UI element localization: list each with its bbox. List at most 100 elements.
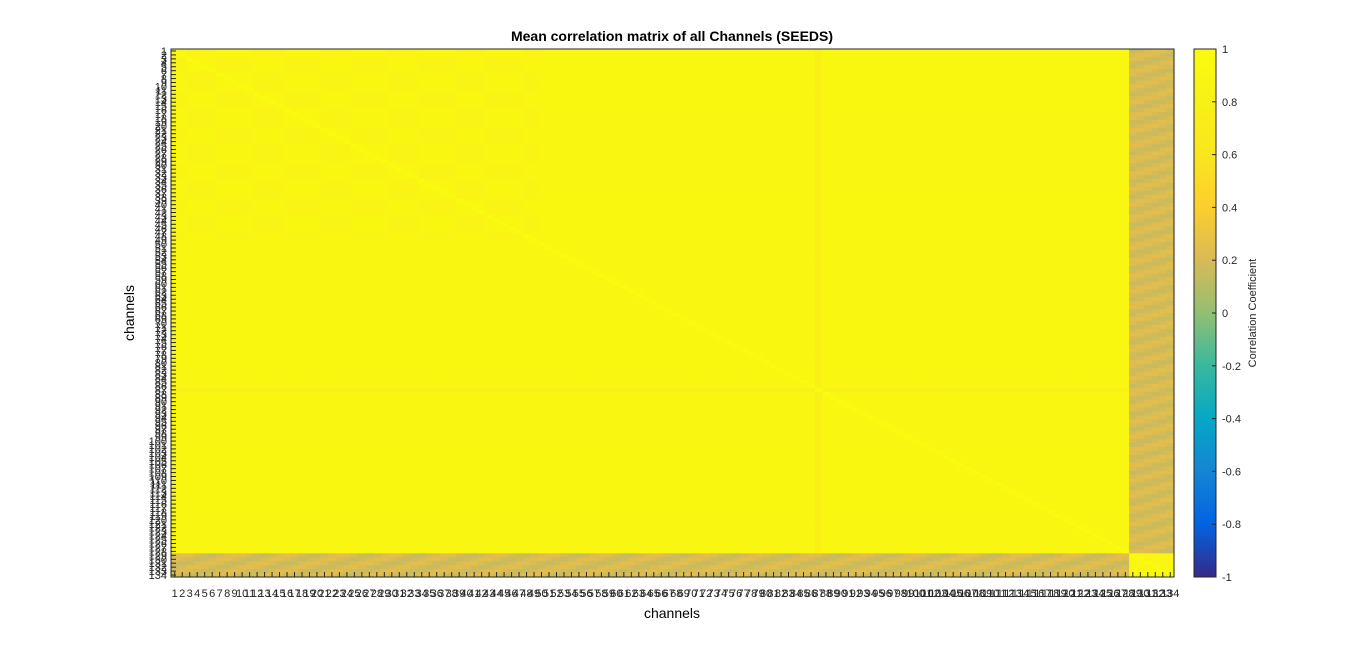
heatmap-cell [208,60,217,66]
heatmap-cell [238,190,247,196]
heatmap-cell [829,123,838,129]
heatmap-cell [335,108,344,113]
heatmap-cell [395,179,404,184]
heatmap-cell [1114,190,1123,196]
heatmap-cell [537,100,546,105]
heatmap-cell [335,104,344,109]
heatmap-cell [687,123,696,129]
heatmap-cell [230,88,239,93]
heatmap-cell [829,127,838,133]
heatmap-cell [230,167,239,172]
heatmap-cell [844,60,853,66]
heatmap-cell [605,179,614,184]
heatmap-cell [949,147,958,153]
heatmap-cell [462,119,472,125]
heatmap-cell [642,143,651,149]
heatmap-cell [515,190,524,196]
heatmap-cell [283,80,292,86]
heatmap-cell [1024,68,1033,74]
heatmap-cell [1084,96,1093,101]
heatmap-cell [1084,88,1093,93]
heatmap-cell [1099,175,1108,180]
heatmap-cell [717,131,726,137]
heatmap-cell [904,151,913,156]
heatmap-cell [275,171,284,176]
heatmap-cell [1009,76,1018,82]
heatmap-cell [193,194,202,200]
heatmap-cell [739,123,748,129]
heatmap-cell [313,80,322,86]
heatmap-cell [1151,167,1160,172]
heatmap-cell [492,167,501,172]
heatmap-cell [462,179,472,184]
heatmap-cell [388,159,397,164]
heatmap-cell [739,190,748,196]
heatmap-cell [1129,139,1138,145]
heatmap-cell [1166,64,1175,70]
heatmap-cell [492,96,501,101]
heatmap-cell [889,155,898,160]
heatmap-cell [230,123,239,129]
heatmap-cell [447,135,457,141]
heatmap-cell [395,49,404,54]
heatmap-cell [1136,76,1145,82]
heatmap-cell [200,159,210,164]
heatmap-cell [320,72,329,78]
heatmap-cell [747,123,756,129]
heatmap-cell [934,119,943,125]
heatmap-cell [350,131,359,137]
heatmap-cell [665,163,674,168]
heatmap-cell [178,64,187,70]
heatmap-cell [1166,171,1175,176]
heatmap-cell [1159,119,1168,125]
heatmap-cell [193,123,202,129]
heatmap-cell [844,190,853,196]
heatmap-cell [335,84,344,89]
heatmap-cell [380,131,389,137]
heatmap-cell [904,112,913,117]
heatmap-cell [949,167,958,172]
heatmap-cell [620,119,629,125]
heatmap-cell [672,119,681,125]
heatmap-cell [1039,182,1048,188]
heatmap-cell [934,139,943,145]
heatmap-cell [530,123,539,129]
heatmap-cell [971,100,980,105]
heatmap-cell [582,92,591,97]
heatmap-cell [912,100,921,105]
heatmap-cell [1061,186,1070,192]
heatmap-cell [245,96,254,101]
heatmap-cell [1031,175,1040,180]
heatmap-cell [290,175,299,180]
heatmap-cell [867,80,876,86]
heatmap-cell [253,104,262,109]
heatmap-cell [904,155,913,160]
heatmap-cell [582,123,591,129]
heatmap-cell [807,60,816,66]
heatmap-cell [799,143,808,149]
heatmap-cell [305,182,314,188]
heatmap-cell [245,167,254,172]
heatmap-cell [822,163,831,168]
heatmap-cell [552,92,561,97]
heatmap-cell [388,155,397,160]
heatmap-cell [635,163,644,168]
heatmap-cell [1009,100,1018,105]
heatmap-cell [1061,108,1070,113]
heatmap-cell [665,123,674,129]
heatmap-cell [425,80,434,86]
heatmap-cell [1009,96,1018,101]
heatmap-cell [215,119,224,125]
heatmap-cell [717,179,726,184]
heatmap-cell [949,119,958,125]
heatmap-cell [373,76,382,82]
heatmap-cell [1076,72,1085,78]
heatmap-cell [365,171,374,176]
heatmap-cell [919,135,928,141]
heatmap-cell [1129,175,1138,180]
heatmap-cell [1009,179,1018,184]
heatmap-cell [1016,92,1025,97]
heatmap-cell [477,131,486,137]
heatmap-cell [642,108,651,113]
heatmap-cell [590,88,599,93]
